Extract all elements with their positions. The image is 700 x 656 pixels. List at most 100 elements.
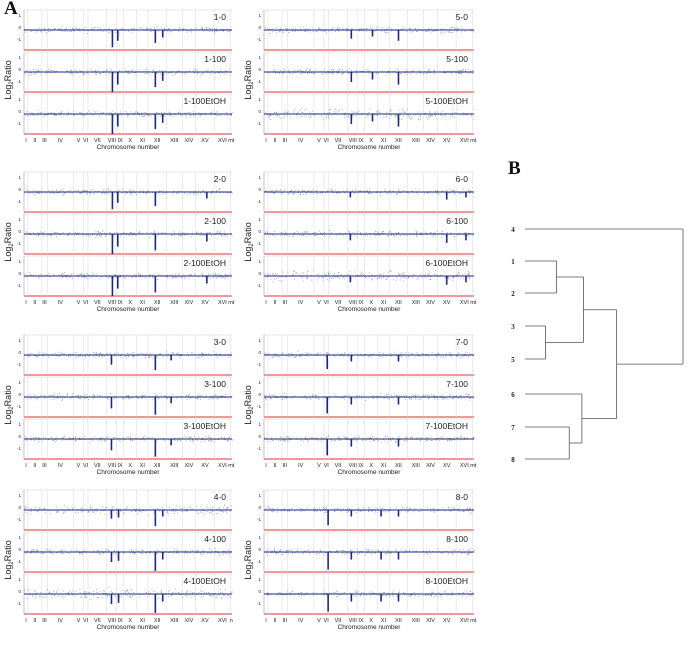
chromosome-tick-label: V [77, 463, 81, 469]
chromosome-tick-label: I [25, 300, 27, 306]
track-label: 7-100EtOH [425, 421, 468, 431]
y-tick-label: 0 [18, 589, 21, 594]
chromosome-tick-label: VIII IX [349, 300, 364, 306]
y-tick-label: 0 [258, 589, 261, 594]
track-label: 5-100EtOH [425, 96, 468, 106]
dendrogram-leaf-label: 5 [511, 356, 515, 364]
chromosome-tick-label: XIV [426, 463, 435, 469]
y-tick-label: 1 [18, 217, 21, 222]
chromosome-tick-label: VII [335, 300, 342, 306]
chromosome-tick-label: XIII [170, 300, 179, 306]
track-label: 3-100EtOH [183, 421, 226, 431]
y-tick-label: -1 [17, 199, 21, 204]
dendrogram-leaf-label: 6 [511, 391, 515, 399]
chromosome-tick-label: I [265, 463, 267, 469]
chromosome-tick-label: XI [381, 300, 387, 306]
track-label: 6-100 [446, 216, 468, 226]
track-label: 8-100EtOH [425, 576, 468, 586]
y-tick-label: 0 [18, 350, 21, 355]
chromosome-tick-label: II [33, 138, 37, 144]
chromosome-tick-label: IV [58, 463, 64, 469]
chromosome-tick-label: XVI [460, 618, 469, 624]
track-label: 5-100 [446, 54, 468, 64]
chromosome-tick-label: VI [83, 463, 89, 469]
y-tick-label: 0 [258, 547, 261, 552]
chromosome-tick-label: XII [395, 138, 402, 144]
chromosome-tick-label: V [317, 300, 321, 306]
chromosome-tick-label: XIII [170, 463, 179, 469]
y-tick-label: 1 [258, 217, 261, 222]
chromosome-tick-label: IV [298, 463, 304, 469]
chromosome-tick-label: VII [335, 463, 342, 469]
chromosome-tick-label: III [282, 618, 287, 624]
y-tick-label: -1 [257, 446, 261, 451]
y-tick-label: -1 [257, 362, 261, 367]
chromosome-tick-label: XVI [460, 138, 469, 144]
y-tick-label: 1 [258, 380, 261, 385]
x-axis-label: Chromosome number [338, 624, 402, 631]
chromosome-tick-label: mt [470, 618, 477, 624]
y-tick-label: 1 [258, 577, 261, 582]
chromosome-tick-label: XIV [426, 300, 435, 306]
chromosome-tick-label: n [230, 618, 233, 624]
chromosome-tick-label: XI [140, 138, 146, 144]
y-tick-label: -1 [257, 404, 261, 409]
chromosome-tick-label: XVI [460, 463, 469, 469]
chromosome-tick-label: XII [154, 463, 161, 469]
y-tick-label: 0 [18, 392, 21, 397]
y-tick-label: 0 [18, 187, 21, 192]
y-tick-label: -1 [17, 362, 21, 367]
y-tick-label: -1 [257, 121, 261, 126]
track-label: 2-0 [214, 174, 227, 184]
track-label: 1-0 [214, 12, 227, 22]
chromosome-tick-label: V [77, 618, 81, 624]
y-tick-label: 0 [258, 109, 261, 114]
chromosome-tick-label: XI [140, 618, 146, 624]
track-label: 8-100 [446, 534, 468, 544]
chromosome-tick-label: V [317, 463, 321, 469]
chromosome-tick-label: XII [395, 618, 402, 624]
chromosome-tick-label: mt [228, 300, 235, 306]
x-axis-label: Chromosome number [97, 624, 161, 631]
y-tick-label: -1 [17, 37, 21, 42]
y-tick-label: 1 [258, 535, 261, 540]
chromosome-tick-label: V [317, 618, 321, 624]
track-label: 3-0 [214, 337, 227, 347]
chromosome-tick-label: VI [83, 138, 89, 144]
chromosome-tick-label: I [25, 138, 27, 144]
y-tick-label: 0 [258, 25, 261, 30]
chromosome-tick-label: XIV [184, 463, 193, 469]
chromosome-tick-label: III [42, 138, 47, 144]
y-tick-label: 1 [18, 55, 21, 60]
x-axis-label: Chromosome number [338, 469, 402, 476]
track-label: 4-0 [214, 492, 227, 502]
chromosome-tick-label: VII [335, 138, 342, 144]
chromosome-tick-label: VI [324, 618, 330, 624]
y-tick-label: 0 [258, 187, 261, 192]
y-tick-label: 0 [258, 505, 261, 510]
y-tick-label: 0 [258, 271, 261, 276]
chromosome-tick-label: III [282, 138, 287, 144]
chromosome-tick-label: VI [83, 300, 89, 306]
chromosome-tick-label: X [128, 618, 132, 624]
chromosome-tick-label: II [33, 618, 37, 624]
chromosome-tick-label: III [42, 618, 47, 624]
chromosome-tick-label: XIV [184, 300, 193, 306]
chromosome-tick-label: I [25, 463, 27, 469]
y-tick-label: 0 [18, 505, 21, 510]
chromosome-tick-label: X [128, 138, 132, 144]
y-tick-label: -1 [17, 404, 21, 409]
chromosome-tick-label: II [273, 618, 277, 624]
track-label: 7-100 [446, 379, 468, 389]
chromosome-tick-label: XI [381, 618, 387, 624]
chromosome-tick-label: III [282, 463, 287, 469]
chromosome-tick-label: XVI [218, 463, 227, 469]
y-tick-label: -1 [257, 517, 261, 522]
dendrogram-leaf-label: 7 [511, 424, 515, 432]
y-axis-label: Log2Ratio [243, 385, 255, 424]
x-axis-label: Chromosome number [338, 306, 402, 313]
y-tick-label: -1 [257, 601, 261, 606]
